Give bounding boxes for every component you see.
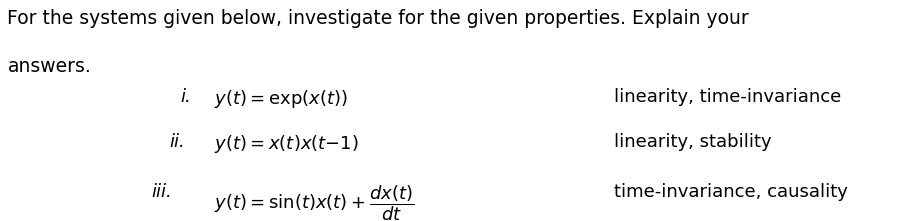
Text: $y(t) = \mathrm{exp}(x(t))$: $y(t) = \mathrm{exp}(x(t))$	[214, 88, 348, 110]
Text: For the systems given below, investigate for the given properties. Explain your: For the systems given below, investigate…	[7, 9, 749, 28]
Text: iii.: iii.	[152, 183, 172, 201]
Text: linearity, stability: linearity, stability	[614, 133, 772, 151]
Text: linearity, time-invariance: linearity, time-invariance	[614, 88, 842, 106]
Text: $y(t) = \sin(t)x(t) + \dfrac{dx(t)}{dt}$: $y(t) = \sin(t)x(t) + \dfrac{dx(t)}{dt}$	[214, 183, 415, 221]
Text: i.: i.	[180, 88, 191, 106]
Text: time-invariance, causality: time-invariance, causality	[614, 183, 848, 201]
Text: ii.: ii.	[169, 133, 185, 151]
Text: answers.: answers.	[7, 57, 91, 76]
Text: $y(t){=}x(t)x(t{-}1)$: $y(t){=}x(t)x(t{-}1)$	[214, 133, 359, 155]
